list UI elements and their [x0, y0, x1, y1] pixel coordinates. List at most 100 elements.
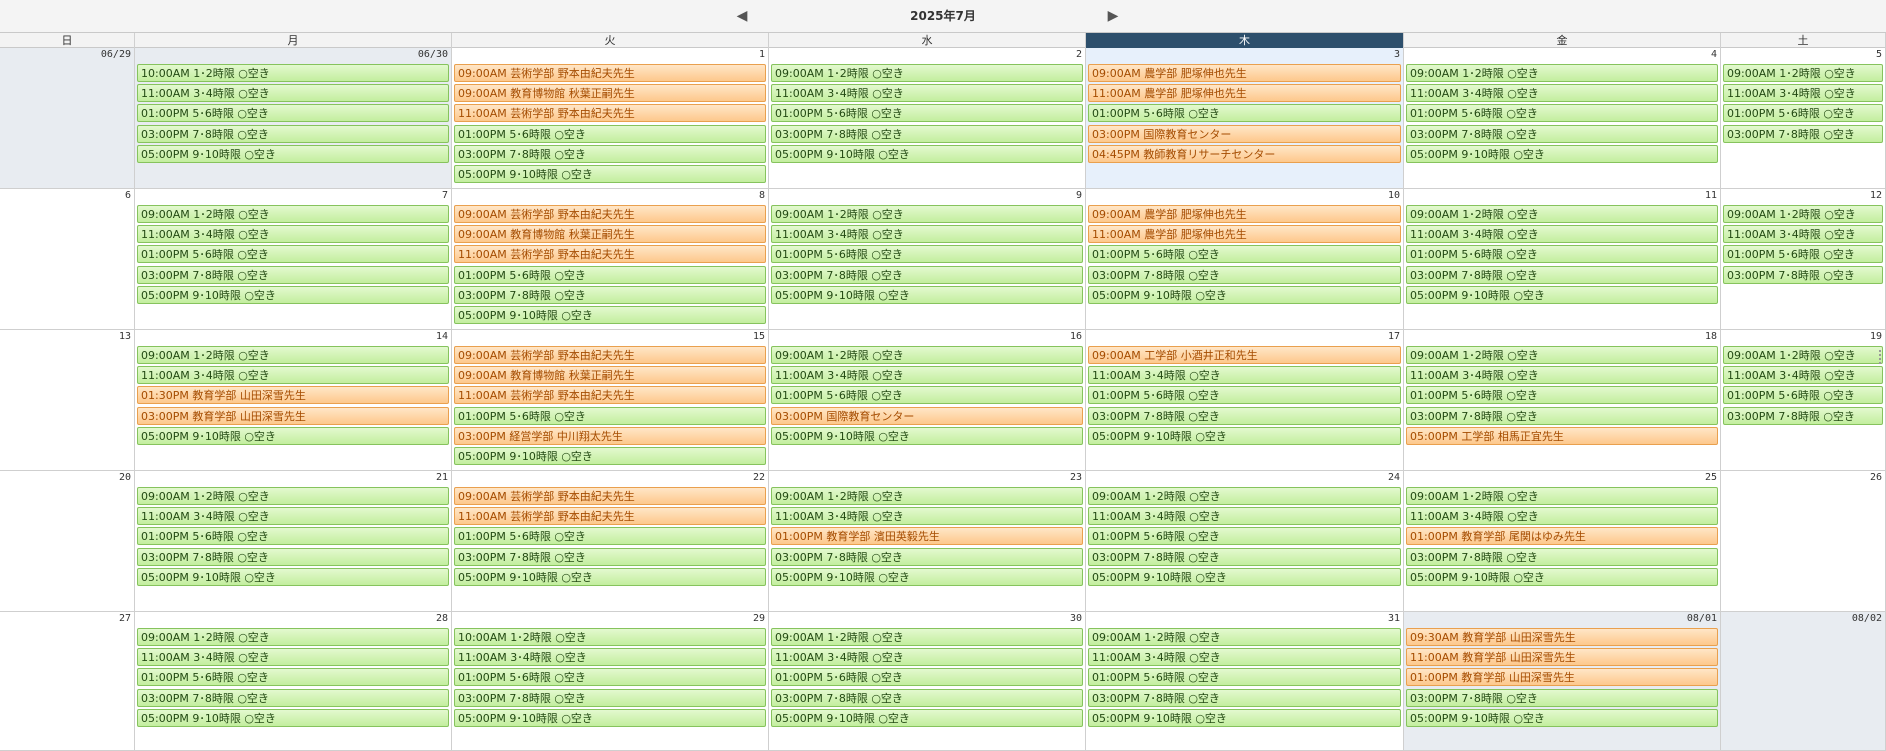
- day-cell[interactable]: 30 09:00AM 1･2時限 ○空き 11:00AM 3･4時限 ○空き 01:0…: [769, 612, 1086, 751]
- booked-event[interactable]: 09:00AM 芸術学部 野本由紀夫先生: [454, 346, 766, 364]
- day-cell[interactable]: 23 09:00AM 1･2時限 ○空き 11:00AM 3･4時限 ○空き 01:0…: [769, 471, 1086, 612]
- booked-event[interactable]: 01:00PM 教育学部 濱田英毅先生: [771, 527, 1083, 545]
- open-slot-event[interactable]: 11:00AM 3･4時限 ○空き: [1723, 225, 1883, 243]
- open-slot-event[interactable]: 05:00PM 9･10時限 ○空き: [454, 709, 766, 727]
- open-slot-event[interactable]: 03:00PM 7･8時限 ○空き: [1406, 548, 1718, 566]
- open-slot-event[interactable]: 11:00AM 3･4時限 ○空き: [137, 648, 449, 666]
- open-slot-event[interactable]: 09:00AM 1･2時限 ○空き: [1088, 628, 1401, 646]
- booked-event[interactable]: 09:00AM 教育博物館 秋葉正嗣先生: [454, 225, 766, 243]
- open-slot-event[interactable]: 03:00PM 7･8時限 ○空き: [1406, 125, 1718, 143]
- open-slot-event[interactable]: 05:00PM 9･10時限 ○空き: [1406, 709, 1718, 727]
- open-slot-event[interactable]: 03:00PM 7･8時限 ○空き: [1723, 125, 1883, 143]
- open-slot-event[interactable]: 01:00PM 5･6時限 ○空き: [1088, 386, 1401, 404]
- open-slot-event[interactable]: 11:00AM 3･4時限 ○空き: [1723, 84, 1883, 102]
- booked-event[interactable]: 09:00AM 教育博物館 秋葉正嗣先生: [454, 366, 766, 384]
- open-slot-event[interactable]: 10:00AM 1･2時限 ○空き: [454, 628, 766, 646]
- open-slot-event[interactable]: 11:00AM 3･4時限 ○空き: [771, 225, 1083, 243]
- booked-event[interactable]: 11:00AM 芸術学部 野本由紀夫先生: [454, 386, 766, 404]
- open-slot-event[interactable]: 01:00PM 5･6時限 ○空き: [137, 668, 449, 686]
- day-cell[interactable]: 28 09:00AM 1･2時限 ○空き 11:00AM 3･4時限 ○空き 01:0…: [135, 612, 452, 751]
- open-slot-event[interactable]: 01:00PM 5･6時限 ○空き: [1406, 245, 1718, 263]
- day-cell[interactable]: 10 09:00AM 農学部 肥塚伸也先生 11:00AM 農学部 肥塚伸也先生 01…: [1086, 189, 1404, 330]
- open-slot-event[interactable]: 05:00PM 9･10時限 ○空き: [1406, 145, 1718, 163]
- open-slot-event[interactable]: 01:00PM 5･6時限 ○空き: [454, 668, 766, 686]
- day-cell[interactable]: 08/02: [1721, 612, 1886, 751]
- open-slot-event[interactable]: 03:00PM 7･8時限 ○空き: [771, 548, 1083, 566]
- booked-event[interactable]: 09:00AM 教育博物館 秋葉正嗣先生: [454, 84, 766, 102]
- day-cell[interactable]: 9 09:00AM 1･2時限 ○空き 11:00AM 3･4時限 ○空き 01:00…: [769, 189, 1086, 330]
- day-cell[interactable]: 06/29: [0, 48, 135, 189]
- open-slot-event[interactable]: 10:00AM 1･2時限 ○空き: [137, 64, 449, 82]
- open-slot-event[interactable]: 09:00AM 1･2時限 ○空き: [137, 205, 449, 223]
- open-slot-event[interactable]: 03:00PM 7･8時限 ○空き: [1088, 407, 1401, 425]
- day-cell[interactable]: 15 09:00AM 芸術学部 野本由紀夫先生 09:00AM 教育博物館 秋葉正嗣…: [452, 330, 769, 471]
- open-slot-event[interactable]: 01:00PM 5･6時限 ○空き: [1723, 386, 1883, 404]
- open-slot-event[interactable]: 01:00PM 5･6時限 ○空き: [771, 104, 1083, 122]
- booked-event[interactable]: 09:00AM 芸術学部 野本由紀夫先生: [454, 487, 766, 505]
- open-slot-event[interactable]: 03:00PM 7･8時限 ○空き: [771, 125, 1083, 143]
- day-cell[interactable]: 25 09:00AM 1･2時限 ○空き 11:00AM 3･4時限 ○空き 01:0…: [1404, 471, 1721, 612]
- booked-event[interactable]: 01:00PM 教育学部 尾関はゆみ先生: [1406, 527, 1718, 545]
- booked-event[interactable]: 11:00AM 芸術学部 野本由紀夫先生: [454, 104, 766, 122]
- day-cell[interactable]: 11 09:00AM 1･2時限 ○空き 11:00AM 3･4時限 ○空き 01:0…: [1404, 189, 1721, 330]
- open-slot-event[interactable]: 03:00PM 7･8時限 ○空き: [771, 266, 1083, 284]
- open-slot-event[interactable]: 05:00PM 9･10時限 ○空き: [1406, 286, 1718, 304]
- day-cell[interactable]: 29 10:00AM 1･2時限 ○空き 11:00AM 3･4時限 ○空き 01:0…: [452, 612, 769, 751]
- open-slot-event[interactable]: 05:00PM 9･10時限 ○空き: [137, 709, 449, 727]
- open-slot-event[interactable]: 09:00AM 1･2時限 ○空き: [1406, 205, 1718, 223]
- open-slot-event[interactable]: 09:00AM 1･2時限 ○空き: [137, 487, 449, 505]
- open-slot-event[interactable]: 11:00AM 3･4時限 ○空き: [137, 507, 449, 525]
- open-slot-event[interactable]: 11:00AM 3･4時限 ○空き: [1723, 366, 1883, 384]
- open-slot-event[interactable]: 09:00AM 1･2時限 ○空き: [1406, 487, 1718, 505]
- day-cell[interactable]: 31 09:00AM 1･2時限 ○空き 11:00AM 3･4時限 ○空き 01:0…: [1086, 612, 1404, 751]
- open-slot-event[interactable]: 03:00PM 7･8時限 ○空き: [137, 125, 449, 143]
- day-cell[interactable]: 24 09:00AM 1･2時限 ○空き 11:00AM 3･4時限 ○空き 01:0…: [1086, 471, 1404, 612]
- booked-event[interactable]: 05:00PM 工学部 相馬正宜先生: [1406, 427, 1718, 445]
- booked-event[interactable]: 11:00AM 教育学部 山田深雪先生: [1406, 648, 1718, 666]
- booked-event[interactable]: 11:00AM 農学部 肥塚伸也先生: [1088, 84, 1401, 102]
- day-cell[interactable]: 26: [1721, 471, 1886, 612]
- open-slot-event[interactable]: 01:00PM 5･6時限 ○空き: [771, 386, 1083, 404]
- open-slot-event[interactable]: 05:00PM 9･10時限 ○空き: [137, 286, 449, 304]
- open-slot-event[interactable]: 03:00PM 7･8時限 ○空き: [1088, 689, 1401, 707]
- open-slot-event[interactable]: 03:00PM 7･8時限 ○空き: [454, 548, 766, 566]
- open-slot-event[interactable]: 09:00AM 1･2時限 ○空き: [771, 205, 1083, 223]
- day-cell[interactable]: 8 09:00AM 芸術学部 野本由紀夫先生 09:00AM 教育博物館 秋葉正嗣先…: [452, 189, 769, 330]
- booked-event[interactable]: 03:00PM 経営学部 中川翔太先生: [454, 427, 766, 445]
- open-slot-event[interactable]: 09:00AM 1･2時限 ○空き: [1088, 487, 1401, 505]
- open-slot-event[interactable]: 09:00AM 1･2時限 ○空き: [1723, 346, 1883, 364]
- open-slot-event[interactable]: 03:00PM 7･8時限 ○空き: [454, 145, 766, 163]
- booked-event[interactable]: 11:00AM 芸術学部 野本由紀夫先生: [454, 507, 766, 525]
- open-slot-event[interactable]: 05:00PM 9･10時限 ○空き: [454, 568, 766, 586]
- day-cell[interactable]: 22 09:00AM 芸術学部 野本由紀夫先生 11:00AM 芸術学部 野本由紀夫…: [452, 471, 769, 612]
- day-cell[interactable]: 5 09:00AM 1･2時限 ○空き 11:00AM 3･4時限 ○空き 01:00…: [1721, 48, 1886, 189]
- open-slot-event[interactable]: 09:00AM 1･2時限 ○空き: [1406, 346, 1718, 364]
- day-cell[interactable]: 21 09:00AM 1･2時限 ○空き 11:00AM 3･4時限 ○空き 01:0…: [135, 471, 452, 612]
- open-slot-event[interactable]: 09:00AM 1･2時限 ○空き: [137, 628, 449, 646]
- open-slot-event[interactable]: 11:00AM 3･4時限 ○空き: [1088, 507, 1401, 525]
- open-slot-event[interactable]: 05:00PM 9･10時限 ○空き: [771, 709, 1083, 727]
- day-cell[interactable]: 3 09:00AM 農学部 肥塚伸也先生 11:00AM 農学部 肥塚伸也先生 01:…: [1086, 48, 1404, 189]
- open-slot-event[interactable]: 03:00PM 7･8時限 ○空き: [137, 689, 449, 707]
- open-slot-event[interactable]: 11:00AM 3･4時限 ○空き: [1406, 366, 1718, 384]
- open-slot-event[interactable]: 01:00PM 5･6時限 ○空き: [454, 527, 766, 545]
- open-slot-event[interactable]: 01:00PM 5･6時限 ○空き: [454, 407, 766, 425]
- open-slot-event[interactable]: 11:00AM 3･4時限 ○空き: [1406, 507, 1718, 525]
- booked-event[interactable]: 01:30PM 教育学部 山田深雪先生: [137, 386, 449, 404]
- open-slot-event[interactable]: 05:00PM 9･10時限 ○空き: [1088, 709, 1401, 727]
- day-cell[interactable]: 27: [0, 612, 135, 751]
- booked-event[interactable]: 11:00AM 農学部 肥塚伸也先生: [1088, 225, 1401, 243]
- open-slot-event[interactable]: 05:00PM 9･10時限 ○空き: [137, 568, 449, 586]
- open-slot-event[interactable]: 11:00AM 3･4時限 ○空き: [137, 366, 449, 384]
- open-slot-event[interactable]: 05:00PM 9･10時限 ○空き: [771, 286, 1083, 304]
- open-slot-event[interactable]: 01:00PM 5･6時限 ○空き: [454, 266, 766, 284]
- day-cell[interactable]: 08/01 09:30AM 教育学部 山田深雪先生 11:00AM 教育学部 山田深…: [1404, 612, 1721, 751]
- open-slot-event[interactable]: 01:00PM 5･6時限 ○空き: [771, 668, 1083, 686]
- open-slot-event[interactable]: 01:00PM 5･6時限 ○空き: [1088, 668, 1401, 686]
- open-slot-event[interactable]: 03:00PM 7･8時限 ○空き: [1723, 266, 1883, 284]
- open-slot-event[interactable]: 05:00PM 9･10時限 ○空き: [1088, 286, 1401, 304]
- open-slot-event[interactable]: 01:00PM 5･6時限 ○空き: [1406, 104, 1718, 122]
- booked-event[interactable]: 09:00AM 工学部 小酒井正和先生: [1088, 346, 1401, 364]
- booked-event[interactable]: 11:00AM 芸術学部 野本由紀夫先生: [454, 245, 766, 263]
- day-cell[interactable]: 7 09:00AM 1･2時限 ○空き 11:00AM 3･4時限 ○空き 01:00…: [135, 189, 452, 330]
